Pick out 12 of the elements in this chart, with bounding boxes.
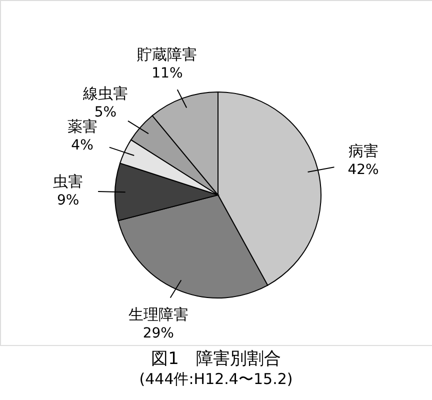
data-label: 4% (71, 137, 94, 154)
slice-label: 線虫害 (82, 84, 128, 102)
text: (444件:H12.4〜15.2) (139, 370, 293, 388)
data-label: 29% (142, 325, 174, 342)
slice-label: 生理障害 (128, 305, 188, 324)
data-label: 9% (56, 192, 80, 209)
data-label: 42% (348, 162, 379, 178)
slice-label: 病害 (348, 142, 378, 160)
slice-label: 貯蔵障害 (137, 45, 198, 64)
text: 図1 障害別割合 (151, 349, 281, 369)
slice-label: 虫害 (53, 172, 84, 191)
data-label: 11% (152, 65, 183, 82)
